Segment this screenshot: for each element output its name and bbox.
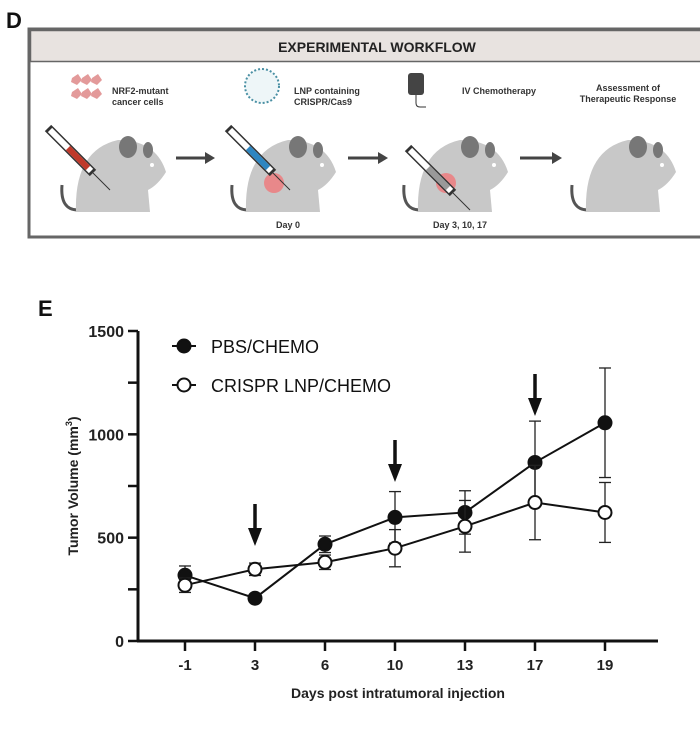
cancer-cell-icon xyxy=(71,74,82,85)
x-tick-label: 10 xyxy=(387,657,404,674)
mouse-eye xyxy=(660,163,664,167)
workflow-step-caption: Day 3, 10, 17 xyxy=(433,220,487,230)
treatment-arrowhead xyxy=(248,528,262,546)
panel-label-d: D xyxy=(6,8,22,33)
cancer-cell-icon xyxy=(81,74,92,85)
workflow-step-label: NRF2-mutant xyxy=(112,86,169,96)
syringe-needle xyxy=(452,192,471,211)
mouse-icon xyxy=(60,136,166,212)
data-point-2 xyxy=(527,495,543,511)
mouse-ear xyxy=(461,136,479,158)
data-point-1 xyxy=(597,415,613,431)
y-axis-label-end: ) xyxy=(65,416,81,421)
x-tick-label: 6 xyxy=(321,657,329,674)
data-point-1 xyxy=(247,590,263,606)
treatment-arrowhead xyxy=(528,398,542,416)
treatment-arrowhead xyxy=(388,464,402,482)
panel-label-e: E xyxy=(38,296,53,321)
mouse-ear xyxy=(289,136,307,158)
mouse-body xyxy=(417,140,508,212)
data-point-1 xyxy=(317,536,333,552)
syringe-needle xyxy=(272,172,291,191)
legend-label: PBS/CHEMO xyxy=(211,337,319,357)
syringe-fluid xyxy=(245,145,271,171)
lnp-icon xyxy=(244,68,280,104)
cancer-cell-icon xyxy=(91,74,102,85)
workflow-step-label: IV Chemotherapy xyxy=(462,86,536,96)
tumor-icon xyxy=(264,173,284,193)
x-tick-label: 19 xyxy=(597,657,614,674)
cancer-cell-icon xyxy=(91,88,102,99)
mouse-eye xyxy=(150,163,154,167)
y-axis-label-text: Tumor Volume (mm xyxy=(65,426,81,555)
mouse-body xyxy=(75,140,166,212)
x-tick-label: 13 xyxy=(457,657,474,674)
workflow-step-label: Assessment of xyxy=(596,83,661,93)
x-tick-label: 3 xyxy=(251,657,259,674)
workflow-step-label: cancer cells xyxy=(112,97,164,107)
workflow-title: EXPERIMENTAL WORKFLOW xyxy=(278,39,477,55)
syringe-icon xyxy=(224,124,291,191)
workflow-arrowhead xyxy=(552,152,562,164)
syringe-fluid xyxy=(65,145,91,171)
data-point-2 xyxy=(317,554,333,570)
syringe-icon xyxy=(404,144,471,211)
y-axis-label-sup: 3 xyxy=(64,421,74,426)
mouse-ear xyxy=(485,142,495,158)
mouse-tail xyxy=(570,184,589,212)
legend-marker xyxy=(176,338,192,354)
mouse-ear xyxy=(143,142,153,158)
mouse-ear xyxy=(653,142,663,158)
workflow-arrowhead xyxy=(205,152,215,164)
cancer-cell-icon xyxy=(81,88,92,99)
syringe-fluid xyxy=(425,165,451,191)
mouse-icon xyxy=(570,136,676,212)
syringe-needle xyxy=(92,172,111,191)
y-tick-label: 1500 xyxy=(88,324,124,341)
iv-tube xyxy=(415,95,426,108)
workflow-step-label: Therapeutic Response xyxy=(580,94,677,104)
workflow-title-bar xyxy=(29,29,700,63)
y-axis-label: Tumor Volume (mm3) xyxy=(64,416,81,555)
data-point-2 xyxy=(247,561,263,577)
workflow-step-caption: Day 0 xyxy=(276,220,300,230)
syringe-icon xyxy=(44,124,111,191)
legend-marker xyxy=(176,377,192,393)
mouse-tail xyxy=(230,184,249,212)
mouse-body xyxy=(245,140,336,212)
data-point-1 xyxy=(387,509,403,525)
data-point-2 xyxy=(387,540,403,556)
data-point-2 xyxy=(457,518,473,534)
x-axis-label: Days post intratumoral injection xyxy=(291,685,505,701)
mouse-tail xyxy=(60,184,79,212)
mouse-body xyxy=(585,140,676,212)
mouse-ear xyxy=(119,136,137,158)
cancer-cell-icon xyxy=(71,88,82,99)
mouse-ear xyxy=(629,136,647,158)
x-tick-label: 17 xyxy=(527,657,544,674)
mouse-tail xyxy=(402,184,421,212)
experimental-workflow-diagram: EXPERIMENTAL WORKFLOW NRF2-mutantcancer … xyxy=(27,27,700,239)
mouse-eye xyxy=(320,163,324,167)
legend-label: CRISPR LNP/CHEMO xyxy=(211,376,391,396)
workflow-step-label: CRISPR/Cas9 xyxy=(294,97,352,107)
workflow-arrowhead xyxy=(378,152,388,164)
x-tick-label: -1 xyxy=(178,657,191,674)
y-tick-label: 0 xyxy=(115,634,124,651)
data-point-2 xyxy=(177,577,193,593)
data-point-2 xyxy=(597,504,613,520)
y-tick-label: 1000 xyxy=(88,427,124,444)
y-tick-label: 500 xyxy=(97,531,124,548)
mouse-ear xyxy=(313,142,323,158)
mouse-eye xyxy=(492,163,496,167)
workflow-step-label: LNP containing xyxy=(294,86,360,96)
mouse-icon xyxy=(230,136,336,212)
iv-bag-icon xyxy=(408,73,424,95)
